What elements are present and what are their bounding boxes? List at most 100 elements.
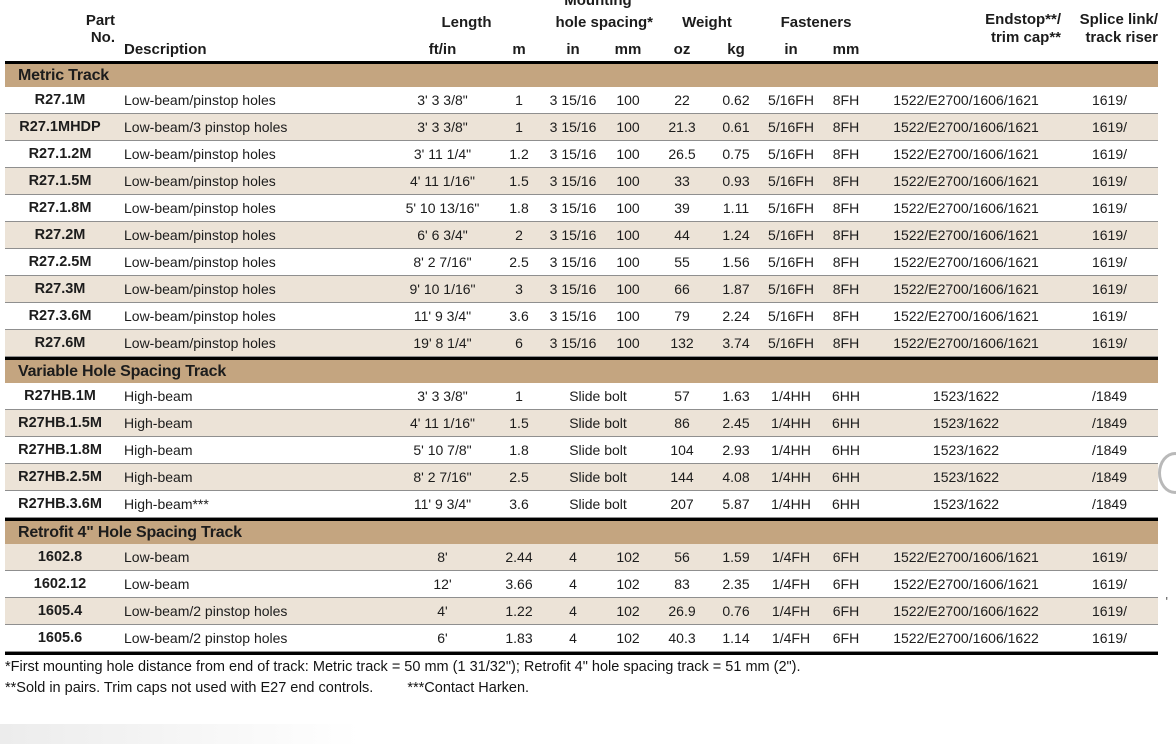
cell-weight-kg: 2.35 — [722, 576, 750, 592]
cell-endstop-trim-cap: 1522/E2700/1606/1622 — [893, 603, 1039, 619]
cell-weight-oz: 33 — [674, 173, 690, 189]
cell-fastener-in: 1/4HH — [771, 388, 811, 404]
cell-length-m: 3.6 — [509, 496, 529, 512]
cell-part-no: R27.3.6M — [28, 308, 92, 324]
column-header-fastener-in: in — [784, 41, 798, 58]
cell-weight-kg: 0.75 — [722, 146, 750, 162]
cell-part-no: 1602.12 — [33, 576, 87, 592]
cell-weight-oz: 83 — [674, 576, 690, 592]
cell-description: Low-beam/pinstop holes — [124, 92, 276, 108]
cell-description: Low-beam/pinstop holes — [124, 200, 276, 216]
cell-length-m: 2 — [515, 227, 523, 243]
cell-endstop-trim-cap: 1522/E2700/1606/1622 — [893, 630, 1039, 646]
cell-fastener-in: 1/4FH — [771, 549, 811, 565]
column-header-length-m: m — [512, 41, 526, 58]
scan-artifact-circle — [1158, 452, 1176, 494]
cell-description: High-beam — [124, 442, 193, 458]
cell-weight-kg: 1.11 — [722, 200, 750, 216]
cell-weight-oz: 26.5 — [668, 146, 696, 162]
cell-hole-mm: 102 — [616, 549, 640, 565]
cell-length-m: 2.5 — [509, 254, 529, 270]
cell-hole-in: 3 15/16 — [549, 146, 597, 162]
column-header-splice-link-track-riser: Splice link/ track riser — [1079, 11, 1158, 46]
cell-length-m: 1 — [515, 388, 523, 404]
cell-splice-track-riser: 1619/ — [1091, 92, 1128, 108]
cell-splice-track-riser: 1619/ — [1091, 576, 1128, 592]
cell-weight-kg: 1.14 — [722, 630, 750, 646]
cell-description: Low-beam — [124, 576, 190, 592]
cell-weight-kg: 2.93 — [722, 442, 750, 458]
cell-slide-bolt: Slide bolt — [569, 415, 627, 431]
cell-hole-in: 3 15/16 — [549, 119, 597, 135]
cell-fastener-in: 5/16FH — [768, 308, 814, 324]
cell-length-m: 3.66 — [505, 576, 533, 592]
cell-splice-track-riser: 1619/ — [1091, 335, 1128, 351]
table-row: R27.1.2M Low-beam/pinstop holes 3' 11 1/4"… — [5, 141, 1158, 168]
column-header-description: Description — [124, 41, 207, 58]
cell-fastener-mm: 8FH — [832, 173, 860, 189]
cell-fastener-in: 1/4HH — [771, 415, 811, 431]
cell-length-m: 1 — [515, 92, 523, 108]
cell-splice-track-riser: /1849 — [1091, 496, 1128, 512]
cell-hole-mm: 100 — [616, 200, 640, 216]
cell-description: High-beam*** — [124, 496, 209, 512]
cell-length-ftin: 11' 9 3/4" — [413, 308, 472, 324]
cell-part-no: R27.1.8M — [28, 200, 92, 216]
cell-hole-mm: 100 — [616, 119, 640, 135]
section-header: Metric Track — [5, 61, 1158, 87]
cell-fastener-in: 1/4HH — [771, 442, 811, 458]
table-row: R27.2M Low-beam/pinstop holes 6' 6 3/4" 2 3 … — [5, 222, 1158, 249]
cell-length-ftin: 5' 10 13/16" — [405, 200, 480, 216]
cell-description: Low-beam/3 pinstop holes — [124, 119, 288, 135]
cell-length-m: 2.5 — [509, 469, 529, 485]
table-row: R27.1.5M Low-beam/pinstop holes 4' 11 1/16… — [5, 168, 1158, 195]
cell-weight-kg: 5.87 — [722, 496, 750, 512]
footnote-contact-harken: ***Contact Harken. — [407, 680, 530, 696]
cell-fastener-in: 5/16FH — [768, 119, 814, 135]
cell-splice-track-riser: 1619/ — [1091, 549, 1128, 565]
part-label-line2: No. — [90, 29, 115, 46]
cell-weight-oz: 56 — [674, 549, 690, 565]
cell-hole-in: 4 — [569, 549, 577, 565]
cell-endstop-trim-cap: 1522/E2700/1606/1621 — [893, 254, 1039, 270]
cell-length-m: 1.8 — [509, 442, 529, 458]
cell-fastener-in: 1/4FH — [771, 630, 811, 646]
cell-description: High-beam — [124, 388, 193, 404]
cell-length-m: 3.6 — [509, 308, 529, 324]
cell-part-no: R27HB.1.5M — [18, 415, 102, 431]
cell-weight-kg: 1.87 — [722, 281, 750, 297]
cell-description: Low-beam/pinstop holes — [124, 254, 276, 270]
cell-splice-track-riser: 1619/ — [1091, 630, 1128, 646]
cell-hole-mm: 100 — [616, 92, 640, 108]
cell-endstop-trim-cap: 1522/E2700/1606/1621 — [893, 308, 1039, 324]
cell-weight-kg: 0.62 — [722, 92, 750, 108]
cell-length-m: 2.44 — [505, 549, 533, 565]
cell-fastener-mm: 6HH — [831, 469, 860, 485]
cell-splice-track-riser: /1849 — [1091, 469, 1128, 485]
cell-length-m: 1.8 — [509, 200, 529, 216]
cell-length-ftin: 3' 3 3/8" — [417, 119, 468, 135]
table-row: R27.1M Low-beam/pinstop holes 3' 3 3/8" 1 3 … — [5, 87, 1158, 114]
cell-part-no: R27HB.2.5M — [18, 469, 102, 485]
cell-weight-kg: 2.45 — [722, 415, 750, 431]
cell-length-ftin: 11' 9 3/4" — [413, 496, 472, 512]
cell-part-no: R27HB.3.6M — [18, 496, 102, 512]
cell-weight-oz: 26.9 — [668, 603, 696, 619]
cell-length-m: 6 — [515, 335, 523, 351]
cell-hole-in: 4 — [569, 630, 577, 646]
cell-description: Low-beam/pinstop holes — [124, 173, 276, 189]
cell-length-ftin: 12' — [433, 576, 452, 592]
table-row: 1602.12 Low-beam 12' 3.66 4 102 83 2.35 1/4FH 6FH… — [5, 571, 1158, 598]
cell-weight-kg: 1.63 — [722, 388, 750, 404]
cell-fastener-in: 5/16FH — [768, 92, 814, 108]
cell-part-no: R27.6M — [34, 335, 86, 351]
cell-part-no: 1605.6 — [37, 630, 83, 646]
cell-fastener-mm: 6FH — [832, 630, 860, 646]
cell-endstop-trim-cap: 1522/E2700/1606/1621 — [893, 146, 1039, 162]
cell-fastener-mm: 8FH — [832, 119, 860, 135]
cell-splice-track-riser: 1619/ — [1091, 146, 1128, 162]
cell-fastener-in: 1/4HH — [771, 496, 811, 512]
cell-splice-track-riser: 1619/ — [1091, 227, 1128, 243]
column-header-endstop-trim-cap: Endstop**/ trim cap** — [985, 11, 1061, 46]
cell-endstop-trim-cap: 1523/1622 — [932, 496, 1000, 512]
